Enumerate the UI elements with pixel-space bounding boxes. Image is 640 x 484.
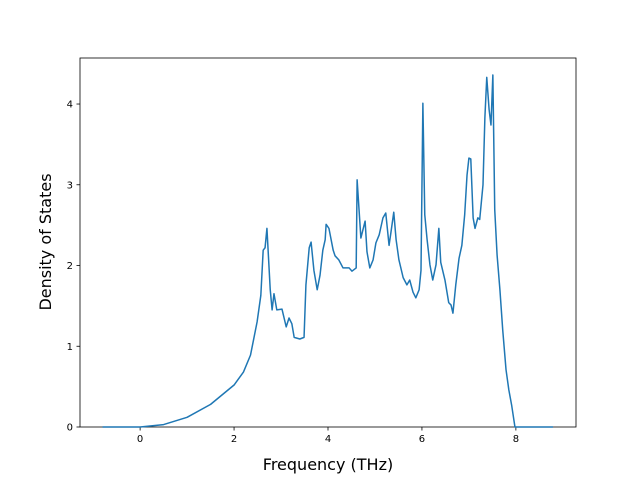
y-tick-label: 0 (67, 423, 73, 434)
y-tick-label: 3 (67, 180, 73, 191)
y-tick-label: 1 (67, 342, 73, 353)
x-tick-label: 4 (325, 434, 331, 445)
line-series (102, 74, 553, 428)
x-tick-label: 2 (231, 434, 237, 445)
y-tick-label: 4 (67, 100, 73, 111)
x-axis-label: Frequency (THz) (263, 455, 393, 474)
x-tick-label: 8 (513, 434, 519, 445)
y-tick-label: 2 (67, 261, 73, 272)
plot-frame (79, 57, 577, 428)
y-axis-label: Density of States (36, 173, 55, 310)
x-tick-label: 6 (419, 434, 425, 445)
x-tick-label: 0 (137, 434, 143, 445)
